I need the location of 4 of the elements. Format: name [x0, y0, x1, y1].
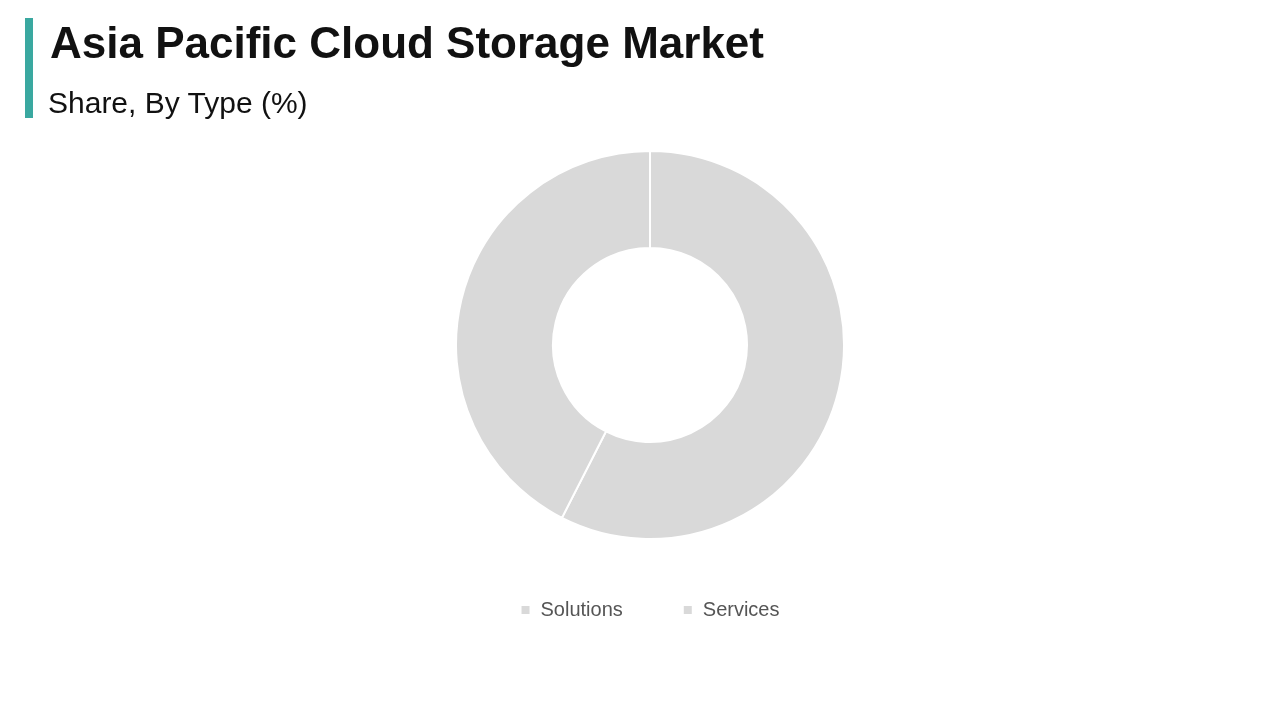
legend-label: Solutions [540, 597, 623, 620]
legend-label: Services [702, 597, 780, 620]
text: Share, By Type (%) [48, 86, 308, 120]
chart-title: Asia Pacific Cloud Storage Market [50, 18, 764, 68]
